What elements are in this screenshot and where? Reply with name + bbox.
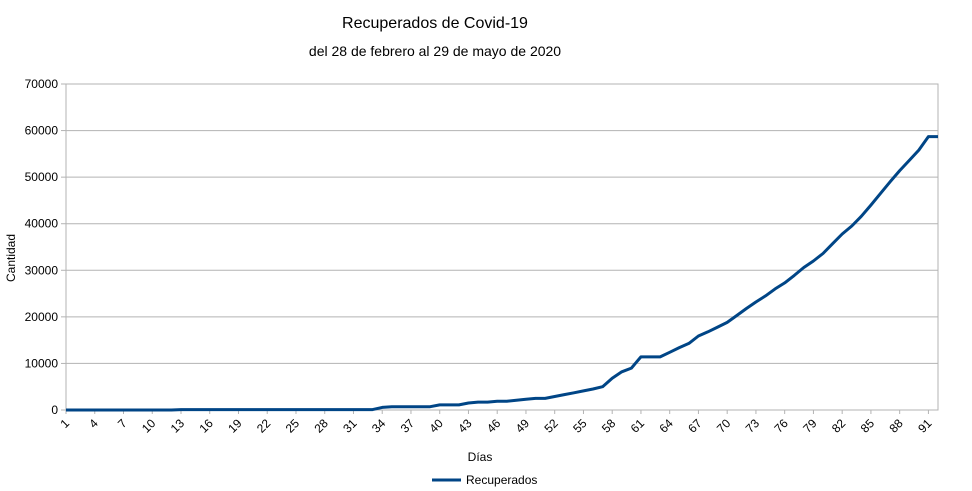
y-tick-label: 10000 bbox=[25, 356, 59, 370]
x-tick-label: 10 bbox=[139, 416, 159, 436]
x-tick-label: 22 bbox=[254, 416, 274, 436]
series-recuperados bbox=[66, 135, 938, 412]
x-tick-label: 91 bbox=[915, 416, 935, 436]
x-tick-label: 82 bbox=[829, 416, 849, 436]
y-tick-label: 0 bbox=[51, 403, 58, 417]
chart-subtitle: del 28 de febrero al 29 de mayo de 2020 bbox=[309, 43, 561, 59]
x-tick-label: 4 bbox=[86, 416, 101, 431]
x-tick-label: 46 bbox=[484, 416, 504, 436]
x-tick-label: 52 bbox=[541, 416, 561, 436]
x-tick-label: 7 bbox=[115, 416, 130, 431]
legend: Recuperados bbox=[432, 473, 537, 487]
y-tick-label: 40000 bbox=[25, 217, 59, 231]
gridlines bbox=[61, 83, 938, 414]
x-tick-label: 40 bbox=[426, 416, 446, 436]
y-tick-label: 70000 bbox=[25, 77, 59, 91]
x-tick-label: 55 bbox=[570, 416, 590, 436]
x-tick-label: 79 bbox=[800, 416, 820, 436]
x-tick-label: 13 bbox=[168, 416, 188, 436]
x-tick-label: 85 bbox=[858, 416, 878, 436]
y-tick-labels: 0 10000 20000 30000 40000 50000 60000 70000 bbox=[25, 77, 59, 417]
x-tick-label: 31 bbox=[340, 416, 360, 436]
chart-title: Recuperados de Covid-19 bbox=[342, 15, 528, 32]
x-tick-label: 58 bbox=[599, 416, 619, 436]
x-axis-label: Días bbox=[468, 450, 493, 464]
x-tick-label: 88 bbox=[886, 416, 906, 436]
y-tick-label: 50000 bbox=[25, 170, 59, 184]
x-tick-label: 16 bbox=[197, 416, 217, 436]
series-line-recuperados bbox=[66, 135, 938, 412]
x-tick-label: 73 bbox=[743, 416, 763, 436]
y-tick-label: 60000 bbox=[25, 124, 59, 138]
x-tick-label: 37 bbox=[398, 416, 418, 436]
x-tick-label: 70 bbox=[714, 416, 734, 436]
x-tick-labels: 1 4 7 10 13 16 19 22 25 28 31 34 37 40 43 46 49 52 55 58 61 6… bbox=[57, 416, 934, 436]
x-tick-label: 61 bbox=[628, 416, 648, 436]
x-tick-label: 34 bbox=[369, 416, 389, 436]
x-tick-label: 1 bbox=[57, 416, 72, 431]
legend-label: Recuperados bbox=[466, 473, 537, 487]
plot-area-border bbox=[65, 83, 939, 411]
x-tick-label: 67 bbox=[685, 416, 705, 436]
x-tick-label: 28 bbox=[312, 416, 332, 436]
y-tick-label: 20000 bbox=[25, 310, 59, 324]
x-tick-label: 25 bbox=[283, 416, 303, 436]
y-tick-label: 30000 bbox=[25, 263, 59, 277]
x-tick-label: 64 bbox=[656, 416, 676, 436]
x-tick-label: 49 bbox=[513, 416, 533, 436]
x-tick-label: 76 bbox=[771, 416, 791, 436]
y-axis-label: Cantidad bbox=[4, 234, 18, 282]
x-tick-label: 43 bbox=[455, 416, 475, 436]
x-tick-label: 19 bbox=[225, 416, 245, 436]
